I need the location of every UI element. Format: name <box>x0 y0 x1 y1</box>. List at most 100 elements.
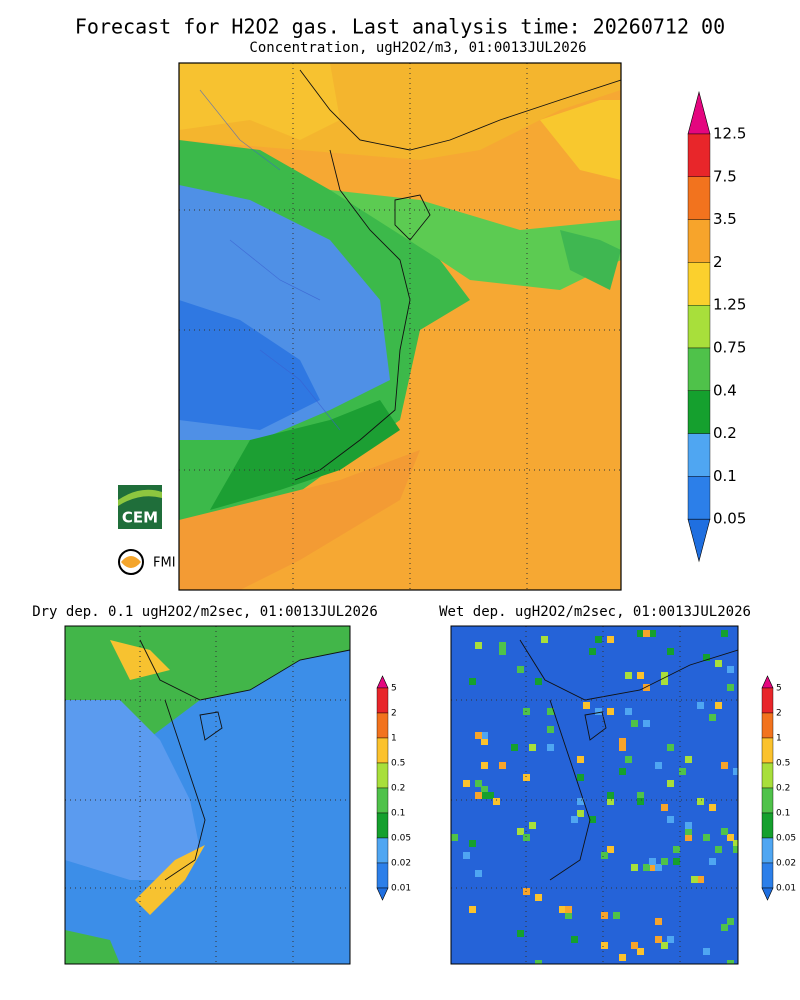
colorbar-segment <box>761 712 774 739</box>
colorbar-label: 0.4 <box>713 381 737 399</box>
precip-cell <box>709 804 716 811</box>
precip-cell <box>637 792 644 799</box>
colorbar-segment <box>376 787 389 814</box>
precip-cell <box>661 678 668 685</box>
main-map <box>179 63 621 590</box>
colorbar-segment <box>376 837 389 864</box>
precip-cell <box>667 816 674 823</box>
colorbar-segment <box>687 305 711 349</box>
precip-cell <box>499 642 506 649</box>
precip-cell <box>583 702 590 709</box>
precip-cell <box>601 852 608 859</box>
precip-cell <box>727 834 734 841</box>
precip-cell <box>715 702 722 709</box>
colorbar-segment <box>687 347 711 391</box>
precip-cell <box>595 636 602 643</box>
colorbar-segment <box>687 133 711 177</box>
main-colorbar: 12.5 7.5 3.5 2 1.25 0.75 0.4 0.2 0.1 0.05 <box>687 90 746 563</box>
colorbar-label: 0.01 <box>776 884 796 894</box>
precip-cell <box>655 936 662 943</box>
colorbar-segment <box>761 837 774 864</box>
precip-cell <box>559 906 566 913</box>
precip-cell <box>733 840 738 847</box>
precip-cell <box>547 744 554 751</box>
precip-cell <box>463 780 470 787</box>
colorbar-segment <box>761 862 774 889</box>
precip-cell <box>511 744 518 751</box>
precip-cell <box>703 948 710 955</box>
precip-cell <box>703 834 710 841</box>
colorbar-cap <box>687 90 711 135</box>
precip-cell <box>625 756 632 763</box>
precip-cell <box>625 708 632 715</box>
wet-map <box>451 626 738 964</box>
precip-cell <box>517 828 524 835</box>
precip-cell <box>589 648 596 655</box>
precip-cell <box>721 762 728 769</box>
precip-cell <box>727 960 734 964</box>
colorbar-segment <box>687 390 711 434</box>
colorbar-label: 2 <box>391 709 397 719</box>
colorbar-label: 0.1 <box>391 809 405 819</box>
main-map-frame <box>178 62 622 591</box>
precip-cell <box>733 768 738 775</box>
precip-cell <box>631 720 638 727</box>
precip-cell <box>661 804 668 811</box>
main-subtitle: Concentration, ugH2O2/m3, 01:0013JUL2026 <box>249 40 586 56</box>
colorbar-label: 0.05 <box>776 834 796 844</box>
precip-cell <box>613 912 620 919</box>
dry-title: Dry dep. 0.1 ugH2O2/m2sec, 01:0013JUL202… <box>32 604 378 620</box>
precip-cell <box>673 846 680 853</box>
precip-cell <box>451 834 458 841</box>
precip-cell <box>709 858 716 865</box>
precip-cell <box>631 942 638 949</box>
precip-cell <box>655 864 662 871</box>
precip-cell <box>697 798 704 805</box>
precip-cell <box>667 780 674 787</box>
precip-cell <box>547 726 554 733</box>
precip-cell <box>727 684 734 691</box>
colorbar-segment <box>761 737 774 764</box>
precip-cell <box>727 918 734 925</box>
precip-cell <box>469 678 476 685</box>
precip-cell <box>619 738 626 745</box>
precip-cell <box>607 708 614 715</box>
precip-cell <box>595 708 602 715</box>
colorbar-label: 0.1 <box>713 467 737 485</box>
cem-logo: CEM <box>118 485 162 529</box>
wet-title: Wet dep. ugH2O2/m2sec, 01:0013JUL2026 <box>439 604 751 620</box>
precip-cell <box>721 924 728 931</box>
precip-cell <box>475 642 482 649</box>
precip-cell <box>469 840 476 847</box>
colorbar-label: 1 <box>776 734 782 744</box>
precip-cell <box>487 792 494 799</box>
dry-colorbar: 5 2 1 0.5 0.2 0.1 0.05 0.02 0.01 <box>376 675 411 901</box>
colorbar-segment <box>687 176 711 220</box>
precip-cell <box>697 876 704 883</box>
colorbar-label: 1.25 <box>713 296 746 314</box>
precip-cell <box>643 864 650 871</box>
precip-cell <box>481 738 488 745</box>
precip-cell <box>493 798 500 805</box>
fmi-text: FMI <box>153 556 176 571</box>
precip-cell <box>661 672 668 679</box>
colorbar-segment <box>376 762 389 789</box>
precip-cell <box>535 894 542 901</box>
precip-cell <box>721 828 728 835</box>
precip-cell <box>661 942 668 949</box>
precip-cell <box>655 762 662 769</box>
precip-cell <box>541 636 548 643</box>
colorbar-segment <box>761 812 774 839</box>
precip-cell <box>649 630 656 637</box>
colorbar-label: 3.5 <box>713 210 737 228</box>
colorbar-label: 0.01 <box>391 884 411 894</box>
precip-cell <box>571 936 578 943</box>
colorbar-cap <box>376 887 389 901</box>
precip-cell <box>721 630 728 637</box>
precip-cell <box>565 912 572 919</box>
colorbar-segment <box>761 762 774 789</box>
precip-cell <box>499 648 506 655</box>
precip-cell <box>535 678 542 685</box>
